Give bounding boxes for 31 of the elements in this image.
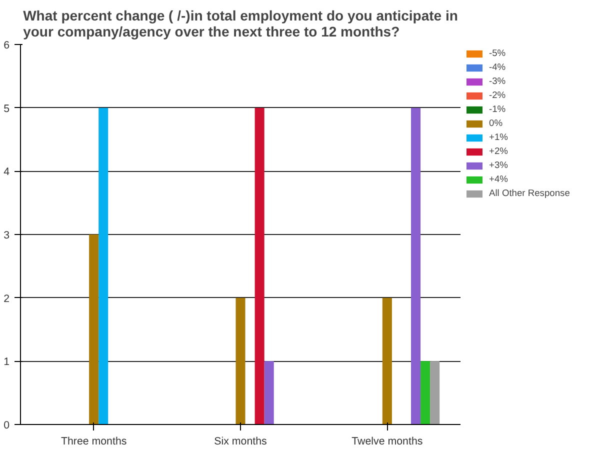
bar	[382, 298, 392, 424]
bar	[420, 361, 430, 424]
y-tick-label: 1	[4, 356, 10, 368]
legend-label: -1%	[489, 104, 507, 114]
bar	[98, 108, 108, 424]
legend-label: All Other Response	[489, 188, 570, 198]
x-tick-label: Six months	[214, 436, 267, 448]
bar	[264, 361, 274, 424]
legend-label: -2%	[489, 90, 507, 100]
y-tick-label: 2	[4, 292, 10, 305]
bar	[236, 298, 246, 424]
y-tick-label: 4	[4, 166, 10, 178]
bar	[430, 361, 440, 424]
y-tick-label: 6	[4, 40, 10, 52]
legend-label: +4%	[489, 174, 509, 184]
bar	[89, 234, 99, 424]
legend-label: +3%	[489, 160, 509, 170]
y-tick-label: 3	[4, 230, 10, 242]
y-tick-label: 0	[4, 420, 10, 432]
bar	[411, 108, 421, 424]
legend-label: -5%	[489, 48, 507, 58]
legend-label: +1%	[489, 132, 509, 142]
legend-label: -3%	[489, 76, 507, 86]
legend-label: +2%	[489, 146, 509, 156]
x-tick-label: Twelve months	[352, 436, 423, 448]
x-tick-label: Three months	[60, 436, 127, 448]
legend-label: 0%	[489, 118, 504, 128]
legend-label: -4%	[489, 62, 507, 72]
y-tick-label: 5	[4, 102, 10, 115]
bar	[254, 108, 264, 424]
chart-title: What percent change ( /-)in total employment do you anticipate in your company/agency over the next three to 12 months?	[23, 8, 458, 40]
